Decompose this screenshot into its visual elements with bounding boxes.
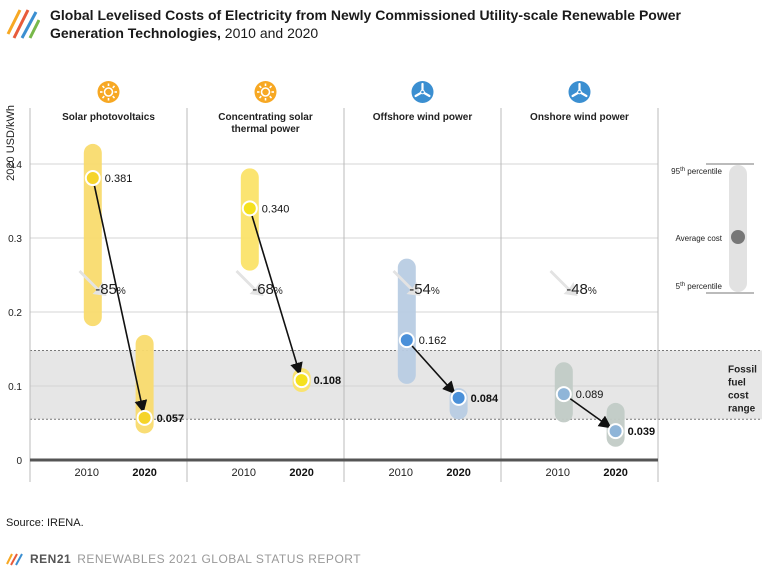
y-tick-label: 0.2 <box>8 308 22 319</box>
wind-turbine-icon <box>568 81 591 103</box>
change-arrow <box>406 339 456 395</box>
avg-point-2010 <box>84 170 101 187</box>
y-tick-label: 0.4 <box>8 160 22 171</box>
avg-point-2010 <box>555 386 572 403</box>
ren21-logo-icon <box>6 9 40 39</box>
avg-point-2020 <box>293 372 310 389</box>
fossil-range-label: Fossil <box>728 364 757 375</box>
data-label-2020: 0.057 <box>157 413 185 425</box>
data-label-2010: 0.340 <box>262 203 290 215</box>
x-tick-label: 2020 <box>289 467 313 479</box>
category-title: thermal power <box>231 124 299 135</box>
sun-icon <box>97 81 120 103</box>
category-title: Onshore wind power <box>530 112 629 123</box>
percent-change: -54% <box>409 281 440 298</box>
fossil-range-label: range <box>728 403 756 414</box>
legend-avg-point <box>731 230 745 244</box>
change-arrow-bg-icon <box>549 270 578 296</box>
data-label-2010: 0.089 <box>576 389 604 401</box>
y-tick-label: 0.1 <box>8 382 22 393</box>
data-label-2020: 0.084 <box>471 393 499 405</box>
x-tick-label: 2020 <box>446 467 470 479</box>
x-tick-label: 2010 <box>546 467 570 479</box>
y-axis-label: 2020 USD/kWh <box>5 105 17 181</box>
legend-avg-label: Average cost <box>675 234 722 243</box>
x-tick-label: 2010 <box>389 467 413 479</box>
legend-low-label: 5th percentile <box>676 282 723 291</box>
fossil-range-label: cost <box>728 390 749 401</box>
data-label-2010: 0.381 <box>105 173 133 185</box>
change-arrow <box>563 393 612 429</box>
percent-change: -48% <box>566 281 597 298</box>
footer-report: RENEWABLES 2021 GLOBAL STATUS REPORT <box>77 552 362 566</box>
data-label-2020: 0.108 <box>314 375 342 387</box>
footer-brand: REN21 <box>30 552 72 566</box>
category-title: Solar photovoltaics <box>62 112 155 123</box>
data-label-2020: 0.039 <box>628 426 656 438</box>
x-tick-label: 2020 <box>603 467 627 479</box>
y-tick-label: 0.3 <box>8 234 22 245</box>
avg-point-2010 <box>241 200 258 217</box>
footer: REN21 RENEWABLES 2021 GLOBAL STATUS REPO… <box>6 552 361 566</box>
change-arrow-bg-icon <box>392 270 421 296</box>
chart-title: Global Levelised Costs of Electricity fr… <box>50 7 681 41</box>
x-tick-label: 2010 <box>75 467 99 479</box>
percent-change: -85% <box>95 281 126 298</box>
wind-turbine-icon <box>411 81 434 103</box>
avg-point-2010 <box>398 332 415 349</box>
change-arrow-bg-icon <box>78 270 107 296</box>
change-arrow-bg-icon <box>235 270 264 296</box>
category-title: Concentrating solar <box>218 112 313 123</box>
fossil-range-label: fuel <box>728 377 746 388</box>
percent-change: -68% <box>252 281 283 298</box>
y-tick-label: 0 <box>16 456 22 467</box>
avg-point-2020 <box>607 423 624 440</box>
x-tick-label: 2010 <box>232 467 256 479</box>
data-label-2010: 0.162 <box>419 335 447 347</box>
avg-point-2020 <box>136 409 153 426</box>
sun-icon <box>254 81 277 103</box>
category-title: Offshore wind power <box>373 112 473 123</box>
change-arrow <box>249 208 303 376</box>
change-arrow <box>92 177 148 414</box>
avg-point-2020 <box>450 389 467 406</box>
x-tick-label: 2020 <box>132 467 156 479</box>
legend-high-label: 95th percentile <box>671 167 722 176</box>
ren21-small-logo-icon <box>6 553 23 566</box>
source-note: Source: IRENA. <box>6 517 84 529</box>
